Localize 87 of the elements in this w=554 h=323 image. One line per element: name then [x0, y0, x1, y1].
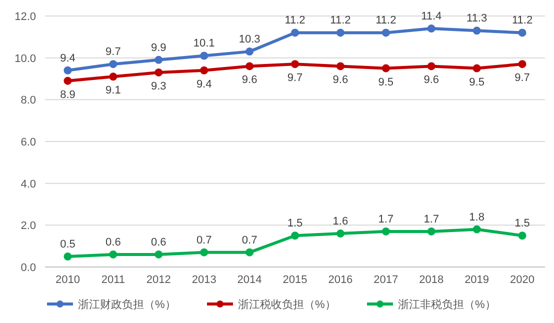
point	[427, 24, 436, 33]
data-label: 0.7	[196, 234, 212, 246]
data-label: 10.3	[238, 34, 260, 46]
data-label: 1.7	[424, 213, 440, 226]
x-tick-label: 2013	[192, 274, 216, 286]
point	[109, 72, 118, 81]
point	[154, 250, 163, 258]
y-tick-label: 10.0	[14, 52, 36, 65]
data-label: 1.5	[287, 218, 303, 230]
point	[336, 62, 344, 70]
data-label: 9.5	[469, 76, 484, 88]
point	[427, 62, 436, 70]
data-label: 9.6	[424, 74, 440, 86]
x-tick-label: 2015	[282, 274, 308, 286]
y-tick-label: 2.0	[20, 220, 36, 232]
x-tick-label: 2016	[328, 274, 353, 286]
point	[382, 227, 390, 236]
data-label: 9.5	[378, 76, 394, 88]
x-tick-label: 2017	[374, 274, 398, 286]
y-tick-label: 0.0	[20, 262, 36, 274]
point	[291, 28, 299, 37]
point	[154, 68, 163, 76]
data-label: 0.6	[106, 236, 121, 248]
point	[336, 230, 344, 238]
data-label: 1.5	[514, 218, 530, 230]
point	[427, 227, 436, 236]
point	[518, 232, 526, 240]
point	[64, 66, 72, 74]
data-label: 9.7	[514, 72, 530, 84]
legend-label: 浙江非税负担（%）	[398, 298, 496, 311]
y-tick-label: 12.0	[14, 11, 36, 23]
data-label: 9.4	[196, 78, 212, 90]
data-label: 9.6	[332, 74, 348, 86]
data-label: 0.5	[60, 238, 76, 251]
data-label: 11.2	[330, 14, 351, 27]
point	[336, 28, 344, 37]
data-label: 9.7	[106, 46, 121, 58]
point	[109, 60, 118, 68]
data-label: 11.2	[376, 14, 396, 27]
x-tick-label: 2011	[101, 274, 126, 286]
point	[472, 64, 481, 72]
point	[200, 52, 208, 60]
point	[64, 76, 72, 85]
data-label: 10.1	[193, 38, 215, 50]
x-tick-label: 2019	[464, 274, 490, 286]
point	[200, 66, 208, 74]
point	[382, 28, 390, 37]
x-tick-label: 2010	[55, 274, 80, 286]
data-label: 9.9	[150, 42, 166, 54]
point	[246, 62, 254, 70]
point	[200, 248, 208, 256]
point	[246, 48, 254, 56]
legend-label: 浙江税收负担（%）	[238, 298, 336, 311]
data-label: 11.2	[512, 14, 533, 27]
data-label: 11.3	[466, 12, 488, 25]
data-label: 9.7	[287, 72, 303, 84]
legend-label: 浙江财政负担（%）	[78, 298, 176, 311]
data-label: 11.2	[284, 14, 306, 27]
point	[518, 28, 526, 37]
point	[154, 56, 163, 64]
data-label: 9.6	[242, 74, 258, 86]
y-tick-label: 4.0	[20, 178, 36, 190]
data-label: 8.9	[60, 88, 76, 101]
point	[246, 248, 254, 256]
x-tick-label: 2012	[146, 274, 171, 286]
point	[291, 60, 299, 68]
point	[472, 225, 481, 234]
point	[518, 60, 526, 68]
data-label: 11.4	[421, 10, 442, 23]
point	[109, 250, 118, 258]
data-label: 9.1	[106, 84, 121, 97]
y-tick-label: 6.0	[20, 136, 36, 148]
point	[291, 232, 299, 240]
x-tick-label: 2014	[237, 274, 262, 286]
data-label: 9.4	[60, 52, 76, 64]
data-label: 0.6	[150, 236, 166, 248]
data-label: 1.6	[332, 216, 348, 228]
data-label: 1.8	[469, 211, 484, 224]
x-tick-label: 2020	[510, 274, 535, 286]
data-label: 1.7	[378, 213, 394, 226]
point	[382, 64, 390, 72]
data-label: 0.7	[242, 234, 258, 246]
y-tick-label: 8.0	[20, 94, 36, 107]
data-label: 9.3	[150, 80, 166, 92]
x-tick-label: 2018	[419, 274, 444, 286]
point	[64, 252, 72, 261]
point	[472, 26, 481, 35]
